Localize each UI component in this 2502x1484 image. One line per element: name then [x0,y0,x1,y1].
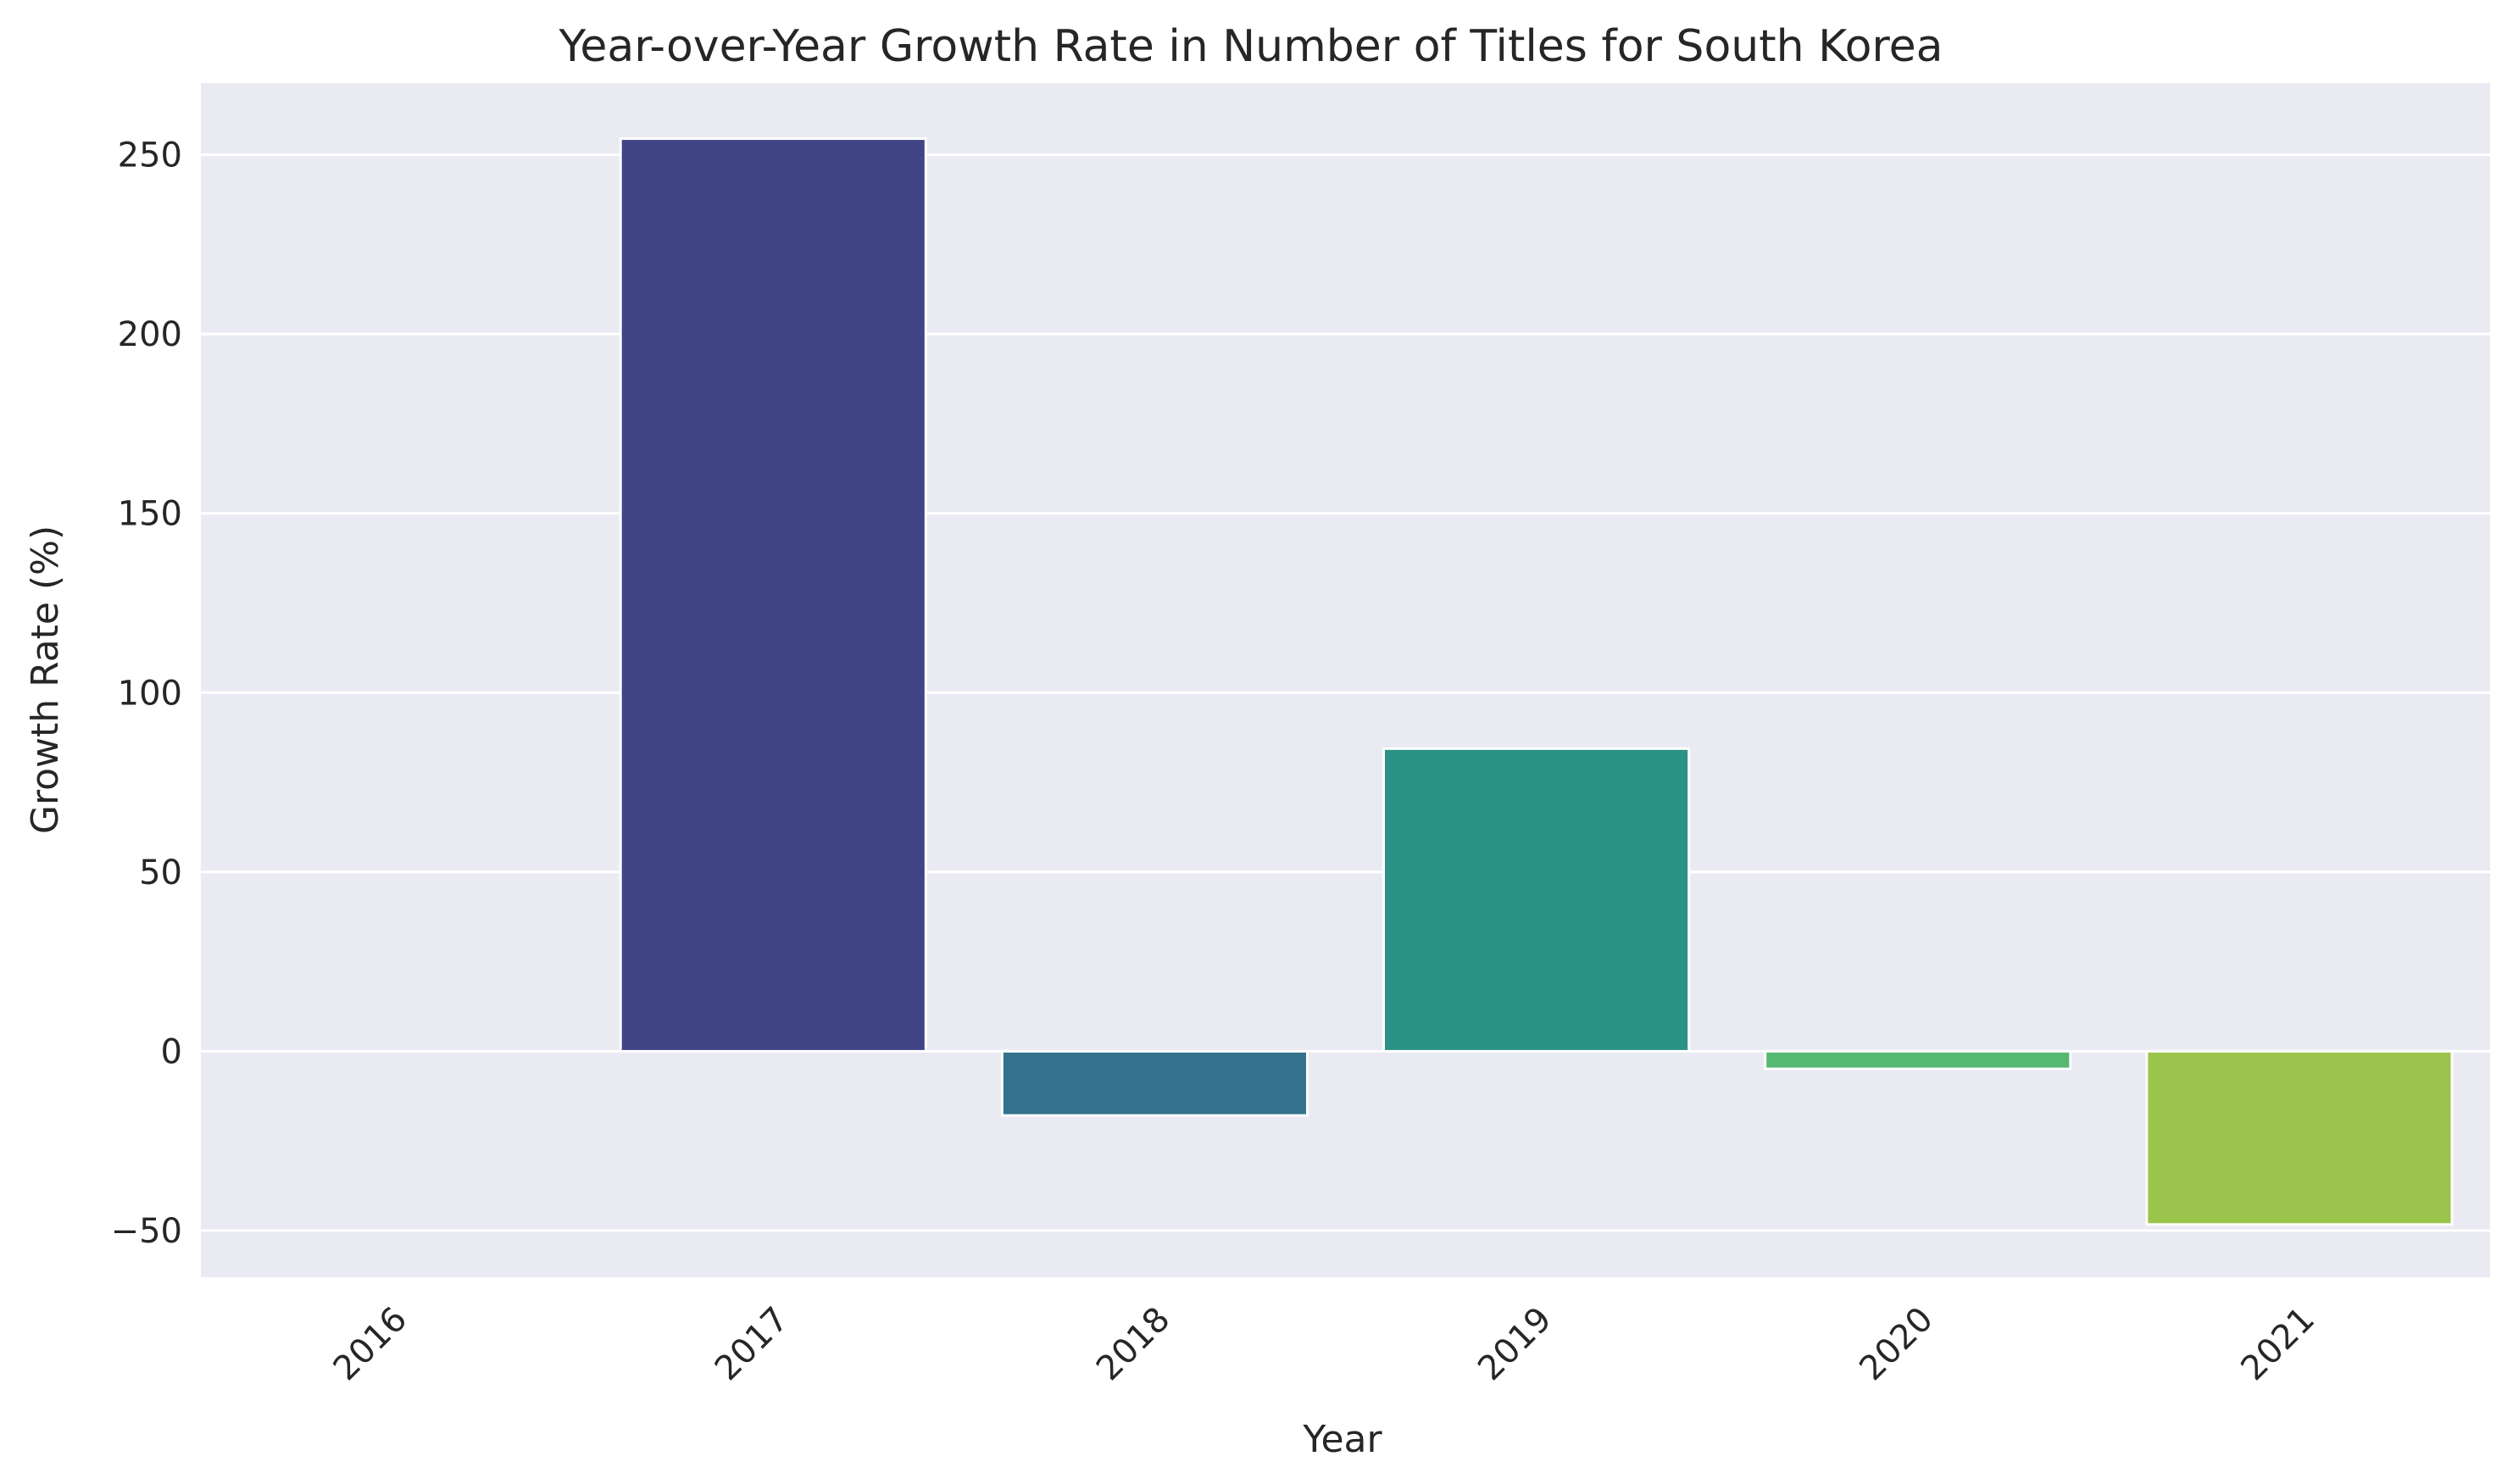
grid-lines [201,153,2490,1232]
x-tick-label: 2018 [1089,1300,1178,1389]
bar-2021 [2145,1049,2454,1226]
bar-2019 [1382,747,1691,1053]
plot-area [201,83,2490,1277]
x-tick-label: 2019 [1471,1300,1560,1389]
y-tick-label: −50 [111,1212,182,1251]
bar-2020 [1764,1049,2072,1070]
y-tick-label: 0 [161,1032,182,1071]
y-tick-label: 150 [118,495,182,534]
y-tick-label: 200 [118,315,182,354]
x-tick-labels: 2016 2017 2018 2019 2020 2021 [326,1300,2322,1389]
x-tick-label: 2021 [2233,1300,2322,1389]
bar-2018 [1000,1049,1309,1117]
y-tick-labels: −50 0 50 100 150 200 250 [111,136,182,1251]
x-tick-label: 2016 [326,1300,415,1389]
x-tick-label: 2017 [708,1300,797,1389]
y-tick-label: 50 [139,853,182,892]
bar-2017 [619,137,927,1053]
y-axis-label: Growth Rate (%) [24,525,67,834]
chart-title: Year-over-Year Growth Rate in Number of … [558,21,1943,72]
y-tick-label: 250 [118,136,182,175]
x-axis-label: Year [1302,1418,1382,1461]
bars [619,137,2454,1226]
y-tick-label: 100 [118,674,182,713]
x-tick-label: 2020 [1852,1300,1941,1389]
